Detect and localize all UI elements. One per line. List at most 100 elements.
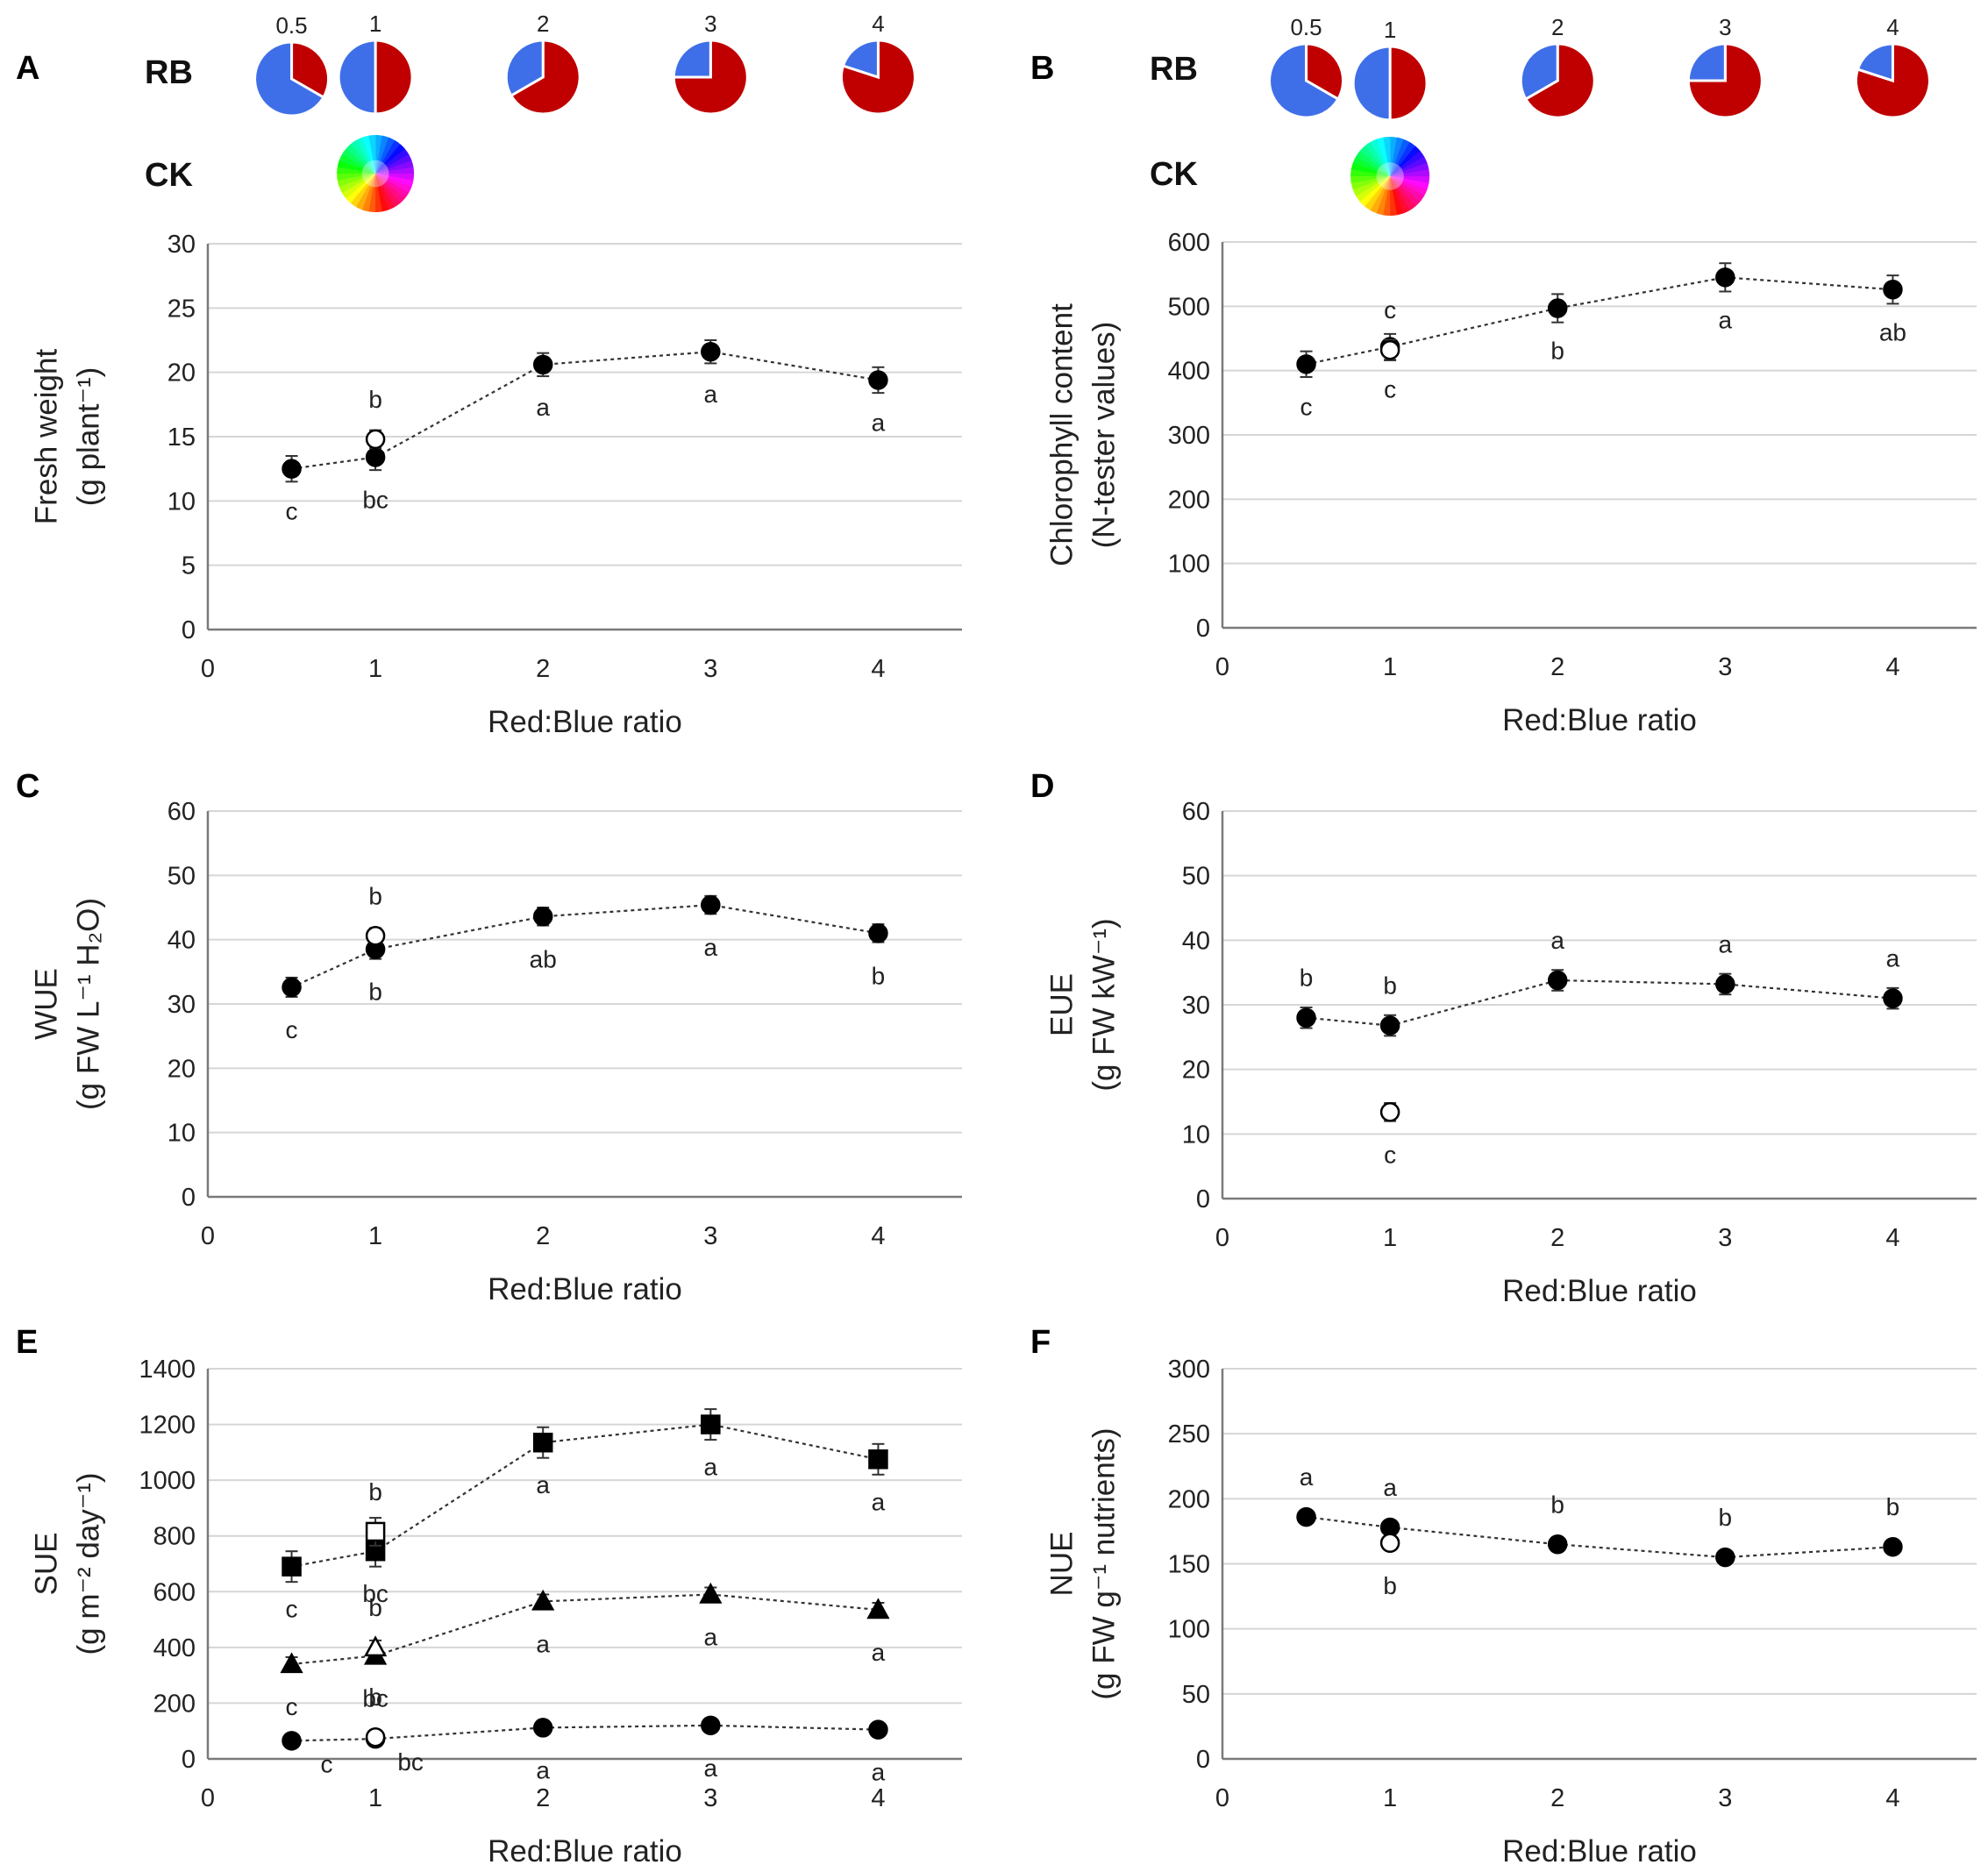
wheel-segment (375, 160, 414, 174)
rb-pie (1686, 42, 1764, 119)
significance-label: b (368, 1478, 382, 1505)
panel-letter-f: F (1030, 1324, 1051, 1361)
y-tick-label: 0 (182, 1184, 196, 1212)
wheel-segment (375, 174, 401, 208)
significance-label: a (1550, 927, 1564, 954)
panel-letter-d: D (1030, 768, 1054, 805)
wheel-segment (375, 174, 395, 210)
rb-pie (337, 39, 414, 116)
data-point (1379, 1533, 1400, 1554)
wheel-segment (375, 144, 406, 174)
x-tick-label: 2 (1550, 1784, 1564, 1812)
x-tick-label: 3 (1718, 1784, 1732, 1812)
y-tick-label: 200 (153, 1690, 196, 1718)
wheel-segment (1390, 176, 1410, 214)
significance-label: ab (530, 945, 557, 972)
x-tick-label: 4 (1885, 1224, 1899, 1252)
wheel-segment (1383, 137, 1391, 176)
wheel-segment (1390, 142, 1416, 176)
wheel-segment (375, 174, 389, 212)
wheel-segment (375, 174, 405, 203)
blue-slice (337, 39, 377, 116)
data-point (1296, 354, 1316, 374)
wheel-segment (350, 174, 376, 208)
wheel-segment (1390, 176, 1428, 196)
y-axis-title-line: (g m⁻² day⁻¹) (71, 1472, 105, 1655)
data-point (281, 459, 302, 479)
panel-e-sue: 0 200 400 600 800 1000 1200 1400 0 1 2 3 4 Red:Blue r… (29, 1356, 962, 1868)
panel-letter-c: C (16, 768, 39, 805)
y-tick-label: 20 (167, 1055, 196, 1083)
data-point (281, 1731, 302, 1751)
y-axis-title-line: (g FW g⁻¹ nutrients) (1087, 1427, 1121, 1699)
y-tick-label: 0 (182, 1746, 196, 1774)
data-point (363, 1635, 388, 1657)
data-point (701, 1715, 721, 1736)
significance-label: b (1383, 972, 1397, 1000)
significance-label: b (1383, 1572, 1397, 1599)
significance-label: a (872, 409, 886, 436)
significance-label: b (368, 1683, 382, 1711)
rb-pie (1268, 42, 1345, 119)
x-axis-title: Red:Blue ratio (488, 1272, 682, 1306)
pie-ratio-label: 0.5 (275, 12, 307, 39)
wheel-segment (346, 174, 376, 203)
panel-c-wue: 0 10 20 30 40 50 60 0 1 2 3 4 Red:Blue ratio WUE (g FW… (29, 798, 962, 1306)
y-tick-label: 400 (153, 1634, 196, 1662)
y-tick-label: 100 (1168, 551, 1210, 579)
x-tick-label: 4 (1885, 1784, 1899, 1812)
data-point (699, 1582, 723, 1604)
data-point (866, 1598, 890, 1619)
rb-pie (504, 39, 581, 116)
wheel-segment (1364, 176, 1391, 210)
data-point (1883, 988, 1903, 1008)
data-point (868, 370, 888, 390)
y-axis-title-line: (g FW kW⁻¹) (1087, 918, 1121, 1091)
y-tick-label: 200 (1168, 1485, 1210, 1513)
y-tick-label: 25 (167, 295, 196, 323)
wheel-segment (1352, 176, 1391, 196)
significance-label: a (1383, 1474, 1397, 1501)
data-point (1379, 339, 1400, 360)
x-tick-label: 0 (201, 1784, 215, 1812)
rb-pie (253, 40, 331, 117)
significance-label: b (368, 1594, 382, 1621)
x-tick-label: 3 (703, 1222, 717, 1250)
significance-label: a (704, 1623, 718, 1650)
significance-label: c (1384, 296, 1396, 324)
panel-letter-e: E (16, 1324, 38, 1361)
y-tick-label: 15 (167, 424, 196, 452)
significance-label: a (872, 1639, 886, 1666)
x-tick-label: 3 (1718, 653, 1732, 681)
significance-label: c (286, 1596, 298, 1623)
wheel-segment (1390, 176, 1421, 207)
significance-label: bc (362, 1580, 388, 1607)
red-slice (509, 39, 581, 116)
y-tick-label: 10 (167, 488, 196, 516)
significance-label: b (1719, 1504, 1733, 1531)
wheel-segment (368, 135, 376, 174)
y-tick-label: 50 (1182, 863, 1210, 891)
y-tick-label: 1000 (139, 1467, 196, 1495)
y-tick-label: 600 (1168, 229, 1210, 257)
y-tick-label: 400 (1168, 358, 1210, 386)
rb-label-left: RB (145, 54, 193, 91)
y-axis-title-line: (g plant⁻¹) (71, 367, 105, 507)
pie-ratio-label: 2 (1551, 14, 1564, 40)
y-tick-label: 800 (153, 1523, 196, 1551)
rb-pie (1855, 42, 1931, 119)
blue-slice (253, 40, 325, 117)
pie-ratio-label: 3 (1719, 14, 1731, 40)
data-point (1715, 1547, 1735, 1568)
data-point (532, 907, 553, 927)
wheel-segment (1390, 176, 1416, 211)
pie-ratio-label: 4 (1886, 14, 1899, 40)
significance-label: a (536, 394, 550, 421)
y-tick-label: 500 (1168, 293, 1210, 321)
data-point (365, 926, 386, 946)
wheel-segment (338, 174, 376, 193)
wheel-center-glow (361, 160, 389, 188)
wheel-segment (375, 154, 412, 174)
y-tick-label: 5 (182, 552, 196, 580)
x-tick-label: 4 (871, 1784, 885, 1812)
